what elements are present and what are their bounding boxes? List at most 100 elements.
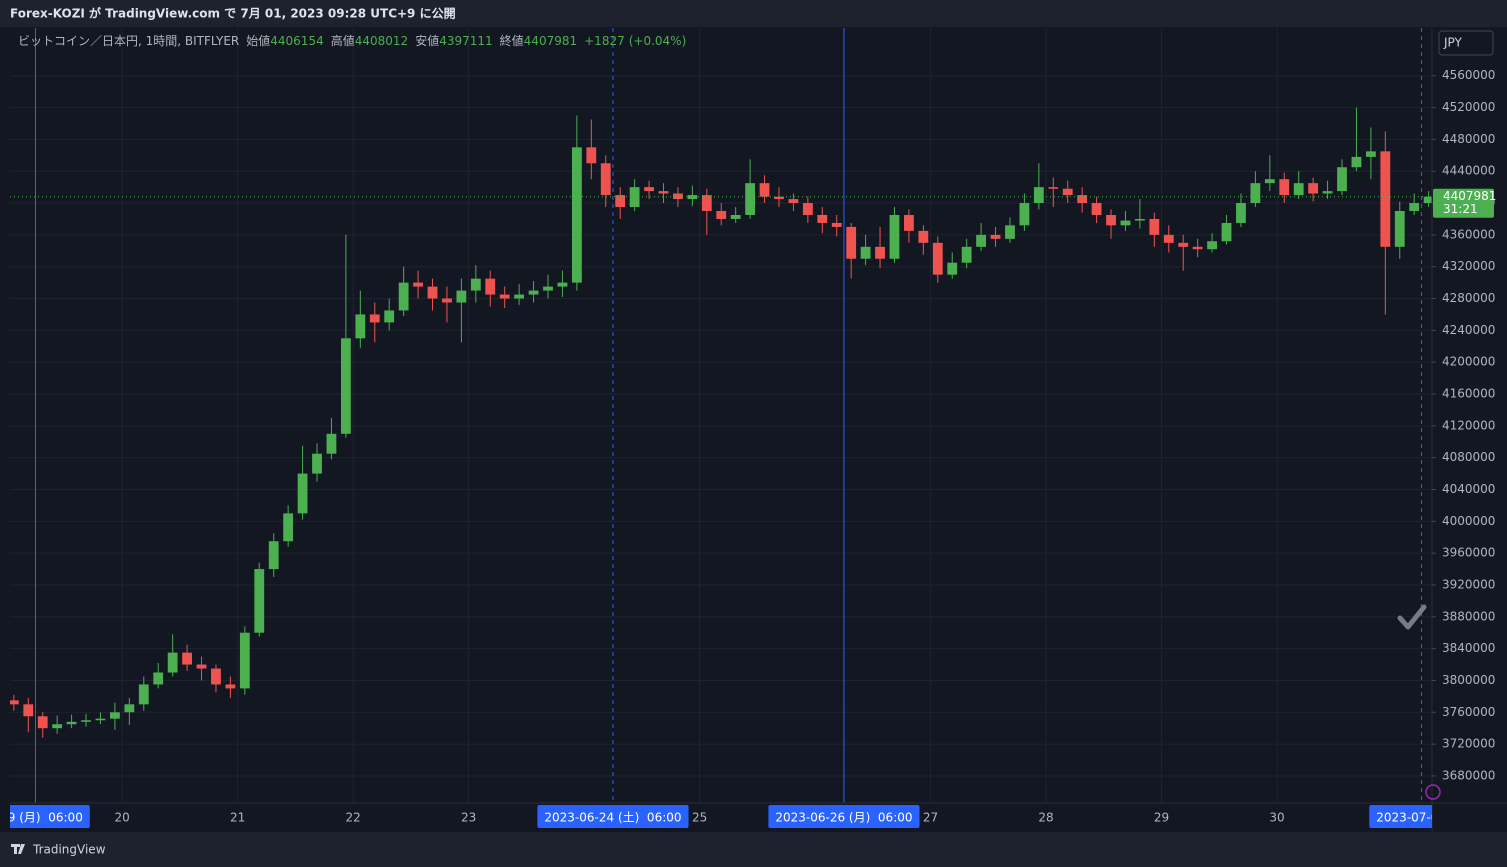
candle-body [1293, 183, 1304, 196]
candle-body [1033, 187, 1044, 204]
candle-body [1423, 196, 1432, 204]
y-tick-label: 3880000 [1442, 609, 1495, 623]
candle-body [1250, 183, 1261, 204]
candle-body [1005, 225, 1015, 239]
y-tick-label: 4080000 [1442, 450, 1495, 464]
candle-body [1394, 211, 1405, 247]
candle-body [1077, 195, 1088, 204]
brand-logo [11, 844, 25, 854]
candle-body [658, 191, 669, 194]
candle-body [398, 282, 409, 311]
legend-label: 高値 [331, 33, 355, 48]
legend: ビットコイン／日本円, 1時間, BITFLYER 始値4406154 高値4408… [18, 33, 686, 48]
x-tick-label: 21 [230, 811, 245, 825]
candle-body [37, 716, 48, 729]
candle-body [95, 718, 106, 721]
top-bar [0, 0, 1507, 27]
candle-body [1178, 242, 1189, 247]
candle-body [499, 294, 510, 299]
x-tick-highlight [10, 805, 90, 828]
x-tick-label: 22 [345, 811, 360, 825]
candle-body [918, 230, 929, 243]
candle-body [528, 290, 539, 295]
plot [10, 28, 1432, 803]
legend-label: 終値 [500, 33, 524, 48]
legend-value: 4408012 [355, 34, 408, 48]
currency-box[interactable] [1438, 30, 1494, 56]
candle-body [23, 704, 34, 717]
y-tick-label: 4560000 [1442, 68, 1495, 82]
x-tick-label: 30 [1269, 811, 1284, 825]
y-tick-label: 3800000 [1442, 673, 1495, 687]
candle-body [730, 214, 741, 219]
candle-body [138, 684, 149, 705]
candle-body [860, 246, 871, 259]
x-tick-label: 29 [1154, 811, 1169, 825]
last-price-label: 4407981 [1443, 189, 1496, 203]
legend-value: 4397111 [439, 34, 492, 48]
axes: 3680000 3720000 3760000 3800000 3840000 38800… [10, 68, 1496, 828]
candle-body [1149, 218, 1160, 235]
candle-body [1221, 222, 1232, 242]
y-tick-label: 3960000 [1442, 546, 1495, 560]
candle-body [846, 226, 857, 259]
x-tick-label: 27 [923, 811, 938, 825]
y-tick-label: 3680000 [1442, 768, 1495, 782]
x-tick-label: 20 [114, 811, 129, 825]
candle-body [384, 310, 395, 323]
candle-body [990, 234, 1001, 239]
y-tick-label: 4480000 [1442, 132, 1495, 146]
x-tick-highlight [1369, 805, 1432, 828]
candle-body [1337, 167, 1347, 192]
candle-body [1207, 241, 1217, 250]
candle-body [687, 195, 698, 200]
candle-body [485, 278, 496, 295]
candle-body [182, 652, 192, 665]
candle-body [124, 704, 135, 713]
currency: JPY [1443, 36, 1463, 50]
candle-body [297, 473, 308, 514]
candle-body [211, 668, 221, 685]
candle-body [312, 453, 322, 474]
candle-body [340, 338, 351, 434]
candle-body [1351, 156, 1362, 168]
symbol-info: ビットコイン／日本円, 1時間, BITFLYER [18, 34, 239, 48]
y-tick-label: 4000000 [1442, 514, 1495, 528]
x-tick-highlight [768, 805, 920, 828]
candle-body [1120, 220, 1131, 226]
candle-body [1134, 218, 1145, 221]
candle-body [976, 234, 987, 247]
candle-body [52, 724, 63, 729]
legend-value: 4406154 [270, 34, 323, 48]
candle-body [817, 214, 828, 223]
candle-body [1091, 203, 1102, 215]
candle-body [802, 203, 813, 215]
y-tick-label: 4200000 [1442, 355, 1495, 369]
candle-body [701, 195, 712, 212]
check-icon[interactable] [1397, 604, 1427, 630]
legend-text: ビットコイン／日本円, 1時間, BITFLYER 始値4406154 高値4408… [18, 33, 686, 48]
candle-body [1236, 203, 1246, 223]
x-axis: 6-19 (月) 06:00 20 21 22 23 2023-06-24 (土) 06:… [10, 805, 1432, 828]
y-tick-label: 4280000 [1442, 291, 1495, 305]
candle-body [1365, 151, 1376, 157]
change-value: +1827 [584, 34, 625, 48]
candle-body [788, 199, 799, 204]
change-pct: (+0.04%) [629, 34, 687, 48]
page-header: Forex-KOZI が TradingView.com で 7月 01, 20… [10, 6, 456, 21]
event-icon[interactable] [1425, 784, 1441, 800]
candle-body [456, 290, 467, 303]
plot-background [10, 28, 1507, 831]
candle-body [268, 541, 279, 570]
candle-body [239, 632, 250, 689]
legend-value: 4407981 [524, 34, 577, 48]
candle-body [1380, 151, 1391, 247]
candle-body [644, 187, 654, 192]
candle-body [1062, 188, 1073, 196]
y-tick-label: 3840000 [1442, 641, 1495, 655]
y-tick-label: 3720000 [1442, 737, 1495, 751]
candle-body [427, 286, 438, 299]
x-tick-label: 2023-06-24 (土) 06:00 [544, 811, 681, 825]
y-tick-label: 4120000 [1442, 418, 1495, 432]
